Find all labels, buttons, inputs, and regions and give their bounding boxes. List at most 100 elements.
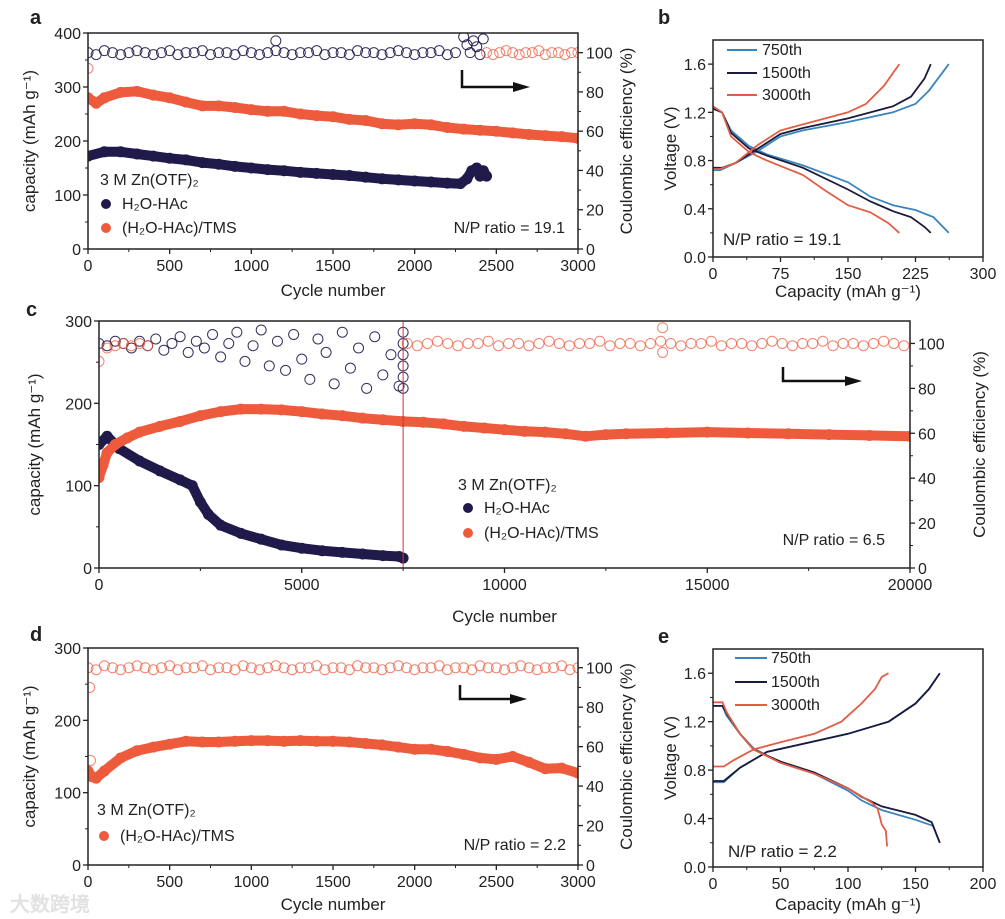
x-tick-label: 1500 bbox=[315, 258, 351, 275]
panel-label: b bbox=[658, 7, 670, 29]
ce-point bbox=[205, 664, 216, 676]
x-tick-label: 75 bbox=[772, 266, 790, 283]
capacity-band bbox=[99, 404, 910, 483]
y-tick-label: 1.6 bbox=[684, 666, 706, 683]
capacity-point bbox=[174, 474, 186, 486]
y2-tick-label: 80 bbox=[918, 381, 936, 398]
y-tick-label: 300 bbox=[54, 641, 81, 658]
capacity-point bbox=[523, 129, 535, 141]
capacity-point bbox=[392, 174, 404, 186]
ce-point bbox=[88, 62, 94, 74]
panel-d: d0 500 1000 1500 2000 2500 3000010020030002040… bbox=[20, 624, 636, 914]
ce-point bbox=[262, 47, 274, 59]
capacity-point bbox=[376, 173, 388, 185]
legend-label: 750th bbox=[762, 42, 802, 59]
ce-point bbox=[452, 340, 464, 352]
capacity-point bbox=[409, 118, 421, 130]
x-tick-label: 2500 bbox=[479, 874, 515, 891]
ce-point bbox=[726, 337, 738, 349]
capacity-point bbox=[311, 110, 323, 122]
capacity-point bbox=[481, 170, 493, 182]
capacity-point bbox=[441, 745, 453, 757]
panel-b: b 0 75 150 225 300 0.0 0.4 0.8 1.2 1.6 Voltage (V) C… bbox=[658, 7, 996, 301]
ce-point bbox=[262, 662, 274, 674]
legend-marker bbox=[463, 528, 473, 538]
y2-tick-label: 100 bbox=[918, 336, 945, 353]
capacity-point bbox=[213, 100, 225, 112]
ce-point bbox=[182, 346, 194, 358]
ce-point bbox=[231, 326, 243, 338]
ce-point bbox=[472, 337, 484, 349]
ce-point bbox=[270, 35, 282, 47]
y2-tick-label: 0 bbox=[586, 858, 595, 875]
ce-point bbox=[88, 754, 96, 766]
axes-frame bbox=[87, 32, 579, 250]
ce-point bbox=[98, 45, 110, 57]
ce-point bbox=[482, 662, 494, 674]
plot-area bbox=[713, 672, 941, 847]
y2-axis-label: Coulombic efficiency (%) bbox=[617, 663, 636, 850]
ce-point bbox=[88, 662, 94, 674]
capacity-point bbox=[164, 738, 176, 750]
y-axis-label: Voltage (V) bbox=[661, 716, 680, 800]
y-tick-label: 200 bbox=[54, 134, 81, 151]
y-tick-label: 0 bbox=[72, 858, 81, 875]
ce-point bbox=[247, 340, 259, 352]
capacity-point bbox=[600, 429, 612, 441]
capacity-point bbox=[174, 415, 186, 427]
capacity-point bbox=[134, 455, 146, 467]
ce-point bbox=[507, 47, 519, 59]
legend-label: 3000th bbox=[771, 697, 820, 714]
ce-point bbox=[441, 664, 453, 676]
ce-point bbox=[584, 337, 596, 349]
curve-750th-discharge bbox=[713, 107, 950, 234]
legend-label: 750th bbox=[771, 650, 811, 667]
capacity-point bbox=[376, 118, 388, 130]
ce-point bbox=[263, 360, 275, 372]
ce-point bbox=[409, 664, 421, 676]
y-tick-label: 0.0 bbox=[684, 860, 706, 877]
ce-point bbox=[123, 662, 135, 674]
ce-point bbox=[368, 47, 380, 59]
ce-point bbox=[239, 355, 251, 367]
ce-point bbox=[190, 335, 202, 347]
ce-point bbox=[223, 337, 235, 349]
panel-a: a0 500 1000 1500 2000 2500 3000010020030040002… bbox=[20, 7, 636, 300]
capacity-point bbox=[278, 105, 290, 117]
ce-point bbox=[574, 337, 586, 349]
ce-point bbox=[624, 337, 636, 349]
x-axis-label: Cycle number bbox=[281, 281, 386, 300]
capacity-point bbox=[99, 471, 105, 483]
capacity-point bbox=[572, 132, 578, 144]
ce-point bbox=[657, 322, 669, 334]
ce-point bbox=[327, 47, 339, 59]
x-tick-label: 3000 bbox=[560, 258, 596, 275]
capacity-point bbox=[519, 425, 531, 437]
curve-1500th-charge bbox=[713, 672, 941, 782]
ce-point bbox=[139, 662, 151, 674]
capacity-point bbox=[499, 424, 510, 436]
capacity-point bbox=[235, 527, 247, 539]
capacity-point bbox=[556, 131, 568, 143]
np-ratio-annotation: N/P ratio = 6.5 bbox=[783, 532, 886, 549]
ce-point bbox=[174, 331, 186, 343]
capacity-point bbox=[316, 545, 328, 557]
capacity-point bbox=[438, 418, 450, 430]
ce-point bbox=[526, 47, 538, 59]
ce-point bbox=[471, 41, 483, 53]
ce-point bbox=[490, 662, 502, 674]
capacity-point bbox=[196, 100, 208, 112]
capacity-point bbox=[115, 752, 127, 764]
ce-point bbox=[304, 373, 316, 385]
capacity-point bbox=[507, 751, 519, 762]
x-tick-label: 2000 bbox=[397, 874, 433, 891]
ce-point bbox=[776, 337, 788, 349]
capacity-point bbox=[392, 119, 404, 131]
capacity-point bbox=[377, 550, 389, 562]
ce-point bbox=[335, 47, 347, 59]
capacity-point bbox=[904, 430, 910, 442]
y-tick-label: 0 bbox=[83, 561, 92, 578]
ce-point bbox=[520, 47, 532, 59]
ce-point bbox=[594, 335, 606, 347]
